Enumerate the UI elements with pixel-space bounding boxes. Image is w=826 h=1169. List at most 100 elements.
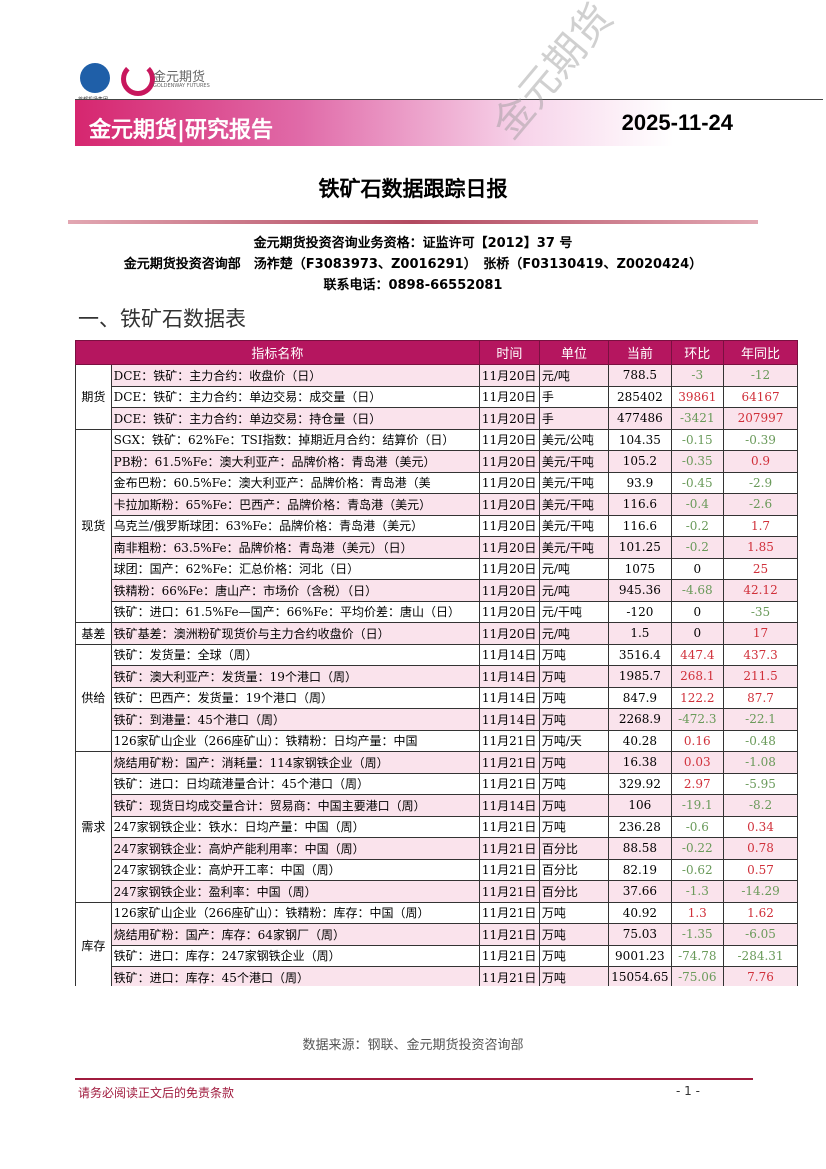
time: 11月14日 xyxy=(478,643,540,666)
table-row: 卡拉加斯粉：65%Fe：巴西产：品牌价格：青岛港（美元） 11月20日 美元/干吨 1… xyxy=(76,493,798,516)
yoy-change: -22.1 xyxy=(723,708,798,731)
current-value: 93.9 xyxy=(608,471,672,494)
unit: 万吨 xyxy=(538,901,610,924)
mom-change: -74.78 xyxy=(670,944,725,967)
indicator-name: DCE：铁矿：主力合约：单边交易：成交量（日） xyxy=(110,385,480,408)
unit: 美元/干吨 xyxy=(538,450,610,473)
indicator-name: 球团：国产：62%Fe：汇总价格：河北（日） xyxy=(110,557,480,580)
indicator-name: 247家钢铁企业：盈利率：中国（周） xyxy=(110,880,480,903)
time: 11月14日 xyxy=(478,708,540,731)
time: 11月20日 xyxy=(478,600,540,623)
yoy-change: 0.57 xyxy=(723,858,798,881)
unit: 万吨 xyxy=(538,944,610,967)
col-header-current: 当前 xyxy=(608,340,672,365)
iron-ore-data-table: 指标名称 时间 单位 当前 环比 年同比 期货 DCE：铁矿：主力合约：收盘价（日… xyxy=(75,340,798,986)
col-header-mom: 环比 xyxy=(670,340,725,365)
qualification-line: 金元期货投资咨询业务资格：证监许可【2012】37 号 xyxy=(253,236,573,251)
logo-right-sub: GOLDENWAY FUTURES xyxy=(153,83,210,89)
category-cell: 期货 xyxy=(75,364,112,430)
table-row: 铁矿：进口：日均疏港量合计：45个港口（周） 11月21日 万吨 329.92 2.97… xyxy=(76,772,798,795)
current-value: 106 xyxy=(608,794,672,817)
time: 11月14日 xyxy=(478,794,540,817)
mom-change: -1.35 xyxy=(670,923,725,946)
time: 11月21日 xyxy=(478,858,540,881)
report-date: 2025-11-24 xyxy=(621,110,733,135)
current-value: -120 xyxy=(608,600,672,623)
table-row: 247家钢铁企业：铁水：日均产量：中国（周） 11月21日 万吨 236.28 -0.6… xyxy=(76,815,798,838)
title-divider xyxy=(68,220,758,224)
indicator-name: 烧结用矿粉：国产：库存：64家钢厂（周） xyxy=(110,923,480,946)
category-cell: 供给 xyxy=(75,643,112,752)
mom-change: 0 xyxy=(670,557,725,580)
yoy-change: 1.62 xyxy=(723,901,798,924)
mom-change: -3421 xyxy=(670,407,725,430)
category-cell: 基差 xyxy=(75,622,112,645)
yoy-change: 211.5 xyxy=(723,665,798,688)
yoy-change: 207997 xyxy=(723,407,798,430)
current-value: 236.28 xyxy=(608,815,672,838)
indicator-name: 铁矿基差：澳洲粉矿现货价与主力合约收盘价（日） xyxy=(110,622,480,645)
time: 11月20日 xyxy=(478,622,540,645)
mom-change: -3 xyxy=(670,364,725,387)
time: 11月21日 xyxy=(478,880,540,903)
indicator-name: 铁矿：进口：库存：45个港口（周） xyxy=(110,966,480,986)
col-header-unit: 单位 xyxy=(538,340,610,365)
indicator-name: 铁矿：澳大利亚产：发货量：19个港口（周） xyxy=(110,665,480,688)
current-value: 75.03 xyxy=(608,923,672,946)
current-value: 88.58 xyxy=(608,837,672,860)
table-row: 铁矿：进口：61.5%Fe—国产：66%Fe：平均价差：唐山（日） 11月20日元… xyxy=(76,600,798,623)
col-header-time: 时间 xyxy=(478,340,540,365)
current-value: 477486 xyxy=(608,407,672,430)
indicator-name: 126家矿山企业（266座矿山）：铁精粉：库存：中国（周） xyxy=(110,901,480,924)
time: 11月20日 xyxy=(478,385,540,408)
indicator-name: 乌克兰/俄罗斯球团：63%Fe：品牌价格：青岛港（美元） xyxy=(110,514,480,537)
indicator-name: 南非粗粉：63.5%Fe：品牌价格：青岛港（美元）（日） xyxy=(110,536,480,559)
time: 11月21日 xyxy=(478,966,540,986)
time: 11月20日 xyxy=(478,450,540,473)
table-row: 铁矿：进口：库存：45个港口（周） 11月21日 万吨 15054.65 -75.06 7… xyxy=(76,966,798,986)
current-value: 116.6 xyxy=(608,514,672,537)
current-value: 945.36 xyxy=(608,579,672,602)
mom-change: 447.4 xyxy=(670,643,725,666)
current-value: 16.38 xyxy=(608,751,672,774)
table-row: 126家矿山企业（266座矿山）：铁精粉：日均产量：中国 11月21日 万吨/天 40… xyxy=(76,729,798,752)
table-row: 铁精粉：66%Fe：唐山产：市场价（含税）（日） 11月20日 元/吨 945.36-… xyxy=(76,579,798,602)
indicator-name: DCE：铁矿：主力合约：收盘价（日） xyxy=(110,364,480,387)
current-value: 1075 xyxy=(608,557,672,580)
unit: 手 xyxy=(538,385,610,408)
unit: 万吨 xyxy=(538,665,610,688)
table-row: 南非粗粉：63.5%Fe：品牌价格：青岛港（美元）（日） 11月20日 美元/干吨 1… xyxy=(76,536,798,559)
indicator-name: 247家钢铁企业：高炉开工率：中国（周） xyxy=(110,858,480,881)
time: 11月14日 xyxy=(478,665,540,688)
yoy-change: 0.9 xyxy=(723,450,798,473)
yoy-change: 7.76 xyxy=(723,966,798,986)
yoy-change: 64167 xyxy=(723,385,798,408)
yoy-change: -35 xyxy=(723,600,798,623)
indicator-name: 铁矿：进口：61.5%Fe—国产：66%Fe：平均价差：唐山（日） xyxy=(110,600,480,623)
time: 11月20日 xyxy=(478,428,540,451)
goldenway-logo xyxy=(121,62,155,96)
mom-change: -0.35 xyxy=(670,450,725,473)
unit: 万吨 xyxy=(538,751,610,774)
time: 11月20日 xyxy=(478,407,540,430)
mom-change: -0.15 xyxy=(670,428,725,451)
indicator-name: 铁矿：发货量：全球（周） xyxy=(110,643,480,666)
indicator-name: DCE：铁矿：主力合约：单边交易：持仓量（日） xyxy=(110,407,480,430)
current-value: 40.28 xyxy=(608,729,672,752)
yoy-change: -2.6 xyxy=(723,493,798,516)
indicator-name: 卡拉加斯粉：65%Fe：巴西产：品牌价格：青岛港（美元） xyxy=(110,493,480,516)
unit: 元/吨 xyxy=(538,622,610,645)
unit: 万吨 xyxy=(538,794,610,817)
indicator-name: PB粉：61.5%Fe：澳大利亚产：品牌价格：青岛港（美元） xyxy=(110,450,480,473)
yoy-change: -5.95 xyxy=(723,772,798,795)
indicator-name: SGX：铁矿：62%Fe：TSI指数：掉期近月合约：结算价（日） xyxy=(110,428,480,451)
yoy-change: -0.39 xyxy=(723,428,798,451)
unit: 元/干吨 xyxy=(538,600,610,623)
table-row: 烧结用矿粉：国产：库存：64家钢厂（周） 11月21日 万吨 75.03 -1.35 -6… xyxy=(76,923,798,946)
col-header-name: 指标名称 xyxy=(75,340,480,365)
table-row: DCE：铁矿：主力合约：单边交易：持仓量（日） 11月20日手 477486 -342… xyxy=(76,407,798,430)
time: 11月21日 xyxy=(478,944,540,967)
table-row: 乌克兰/俄罗斯球团：63%Fe：品牌价格：青岛港（美元） 11月20日 美元/干吨 1… xyxy=(76,514,798,537)
unit: 百分比 xyxy=(538,837,610,860)
logo-right-text: 金元期货 xyxy=(153,70,206,85)
